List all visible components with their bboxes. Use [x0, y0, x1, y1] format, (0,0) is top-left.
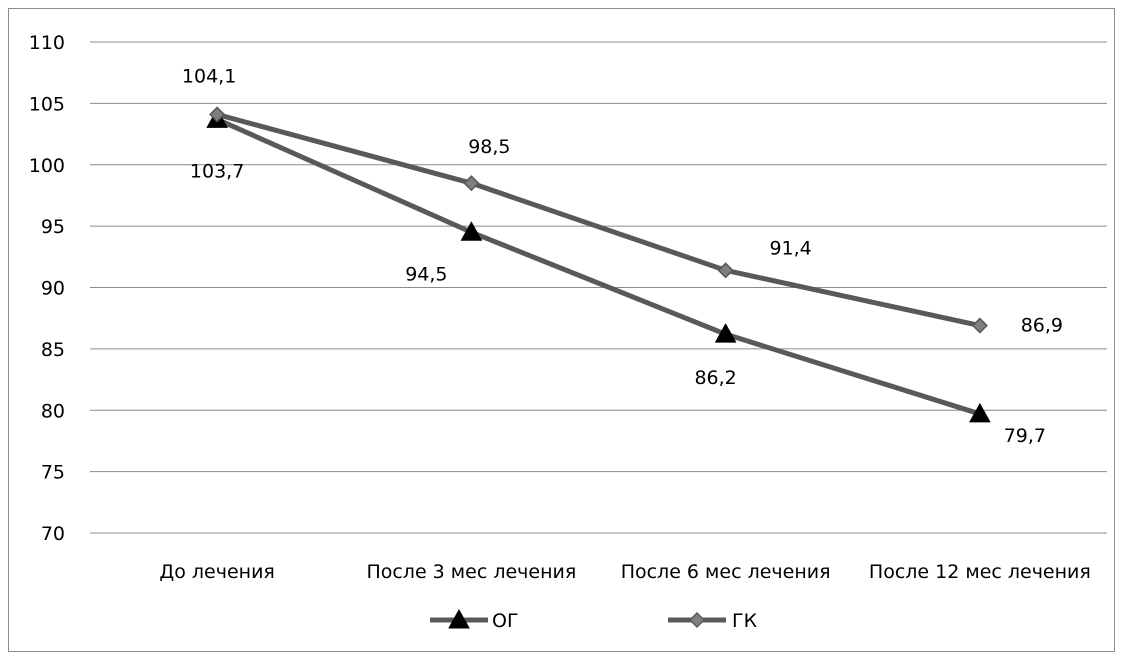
legend-label: ГК — [732, 610, 758, 632]
data-point-og — [460, 221, 483, 241]
data-label: 86,2 — [694, 367, 736, 389]
y-axis-tick-labels: 70 75 80 85 90 95 100 105 110 — [29, 32, 65, 545]
legend: ОГ ГК — [430, 608, 758, 632]
series-line-gk — [214, 111, 983, 329]
x-category-label: До лечения — [159, 561, 274, 583]
x-axis-category-labels: До лечения После 3 мес лечения После 6 мес… — [159, 561, 1090, 583]
data-label: 91,4 — [769, 237, 811, 259]
data-label: 86,9 — [1021, 315, 1063, 337]
data-point-gk — [463, 175, 480, 192]
y-tick-label: 110 — [29, 32, 65, 54]
x-category-label: После 3 мес лечения — [366, 561, 576, 583]
y-tick-label: 105 — [29, 93, 65, 115]
legend-label: ОГ — [492, 610, 519, 632]
legend-marker-gk — [688, 611, 706, 629]
y-tick-label: 90 — [41, 278, 65, 300]
y-tick-label: 85 — [41, 339, 65, 361]
data-point-gk — [209, 106, 226, 123]
x-category-label: После 12 мес лечения — [869, 561, 1091, 583]
chart-frame — [8, 8, 1115, 652]
data-label: 79,7 — [1004, 425, 1046, 447]
data-label: 103,7 — [190, 160, 244, 182]
legend-marker-og — [448, 608, 470, 629]
y-tick-label: 70 — [41, 523, 65, 545]
series-markers — [206, 106, 991, 423]
data-point-gk — [717, 262, 734, 279]
x-category-label: После 6 мес лечения — [621, 561, 831, 583]
y-tick-label: 95 — [41, 216, 65, 238]
y-tick-label: 80 — [41, 400, 65, 422]
data-point-og — [714, 323, 737, 343]
gridlines — [90, 41, 1107, 534]
y-tick-label: 100 — [29, 155, 65, 177]
data-label: 94,5 — [405, 263, 447, 285]
data-labels: 103,7 94,5 86,2 79,7 104,1 98,5 91,4 86,9 — [182, 65, 1063, 447]
series-lines — [214, 111, 983, 417]
y-tick-label: 75 — [41, 462, 65, 484]
series-line-og — [214, 116, 983, 417]
data-label: 104,1 — [182, 65, 236, 87]
data-point-og — [969, 402, 991, 423]
data-point-gk — [971, 317, 988, 334]
data-label: 98,5 — [468, 136, 510, 158]
